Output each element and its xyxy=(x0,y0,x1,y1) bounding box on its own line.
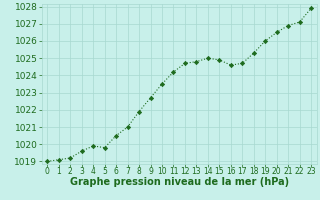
X-axis label: Graphe pression niveau de la mer (hPa): Graphe pression niveau de la mer (hPa) xyxy=(70,177,289,187)
